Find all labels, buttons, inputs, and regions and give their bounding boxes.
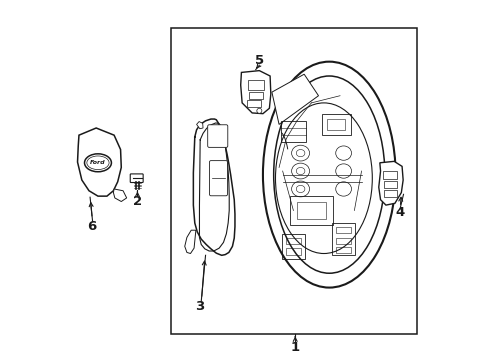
Bar (337, 247, 351, 253)
Polygon shape (272, 74, 319, 125)
Bar (290, 196, 333, 225)
FancyBboxPatch shape (208, 125, 228, 147)
Bar (281, 121, 306, 142)
Circle shape (257, 108, 262, 113)
Polygon shape (113, 189, 126, 202)
Text: 3: 3 (195, 300, 204, 313)
Text: Ford: Ford (90, 160, 106, 165)
Bar (172, 28, 417, 334)
Text: 1: 1 (291, 341, 300, 354)
Bar (337, 238, 351, 244)
Bar (282, 234, 305, 259)
Polygon shape (185, 230, 196, 253)
Bar (286, 238, 300, 244)
Text: 5: 5 (255, 54, 264, 67)
Bar (383, 171, 397, 179)
Bar (384, 181, 397, 188)
Bar (332, 223, 355, 255)
Text: 4: 4 (395, 207, 405, 220)
Ellipse shape (274, 76, 385, 273)
Text: 6: 6 (87, 220, 96, 233)
Polygon shape (77, 128, 122, 196)
Ellipse shape (275, 103, 372, 253)
Polygon shape (196, 122, 203, 129)
Polygon shape (241, 71, 271, 114)
FancyBboxPatch shape (210, 161, 227, 196)
Ellipse shape (84, 154, 111, 172)
Bar (337, 227, 351, 233)
Bar (247, 80, 264, 90)
Bar (247, 100, 261, 107)
Polygon shape (379, 161, 403, 205)
Bar (327, 119, 345, 130)
FancyBboxPatch shape (130, 174, 143, 183)
Bar (384, 190, 397, 197)
Text: 2: 2 (133, 195, 142, 208)
Bar (249, 92, 263, 99)
Bar (297, 202, 326, 220)
Ellipse shape (263, 62, 395, 288)
Ellipse shape (87, 156, 109, 170)
Bar (286, 248, 300, 255)
Bar (322, 114, 351, 135)
